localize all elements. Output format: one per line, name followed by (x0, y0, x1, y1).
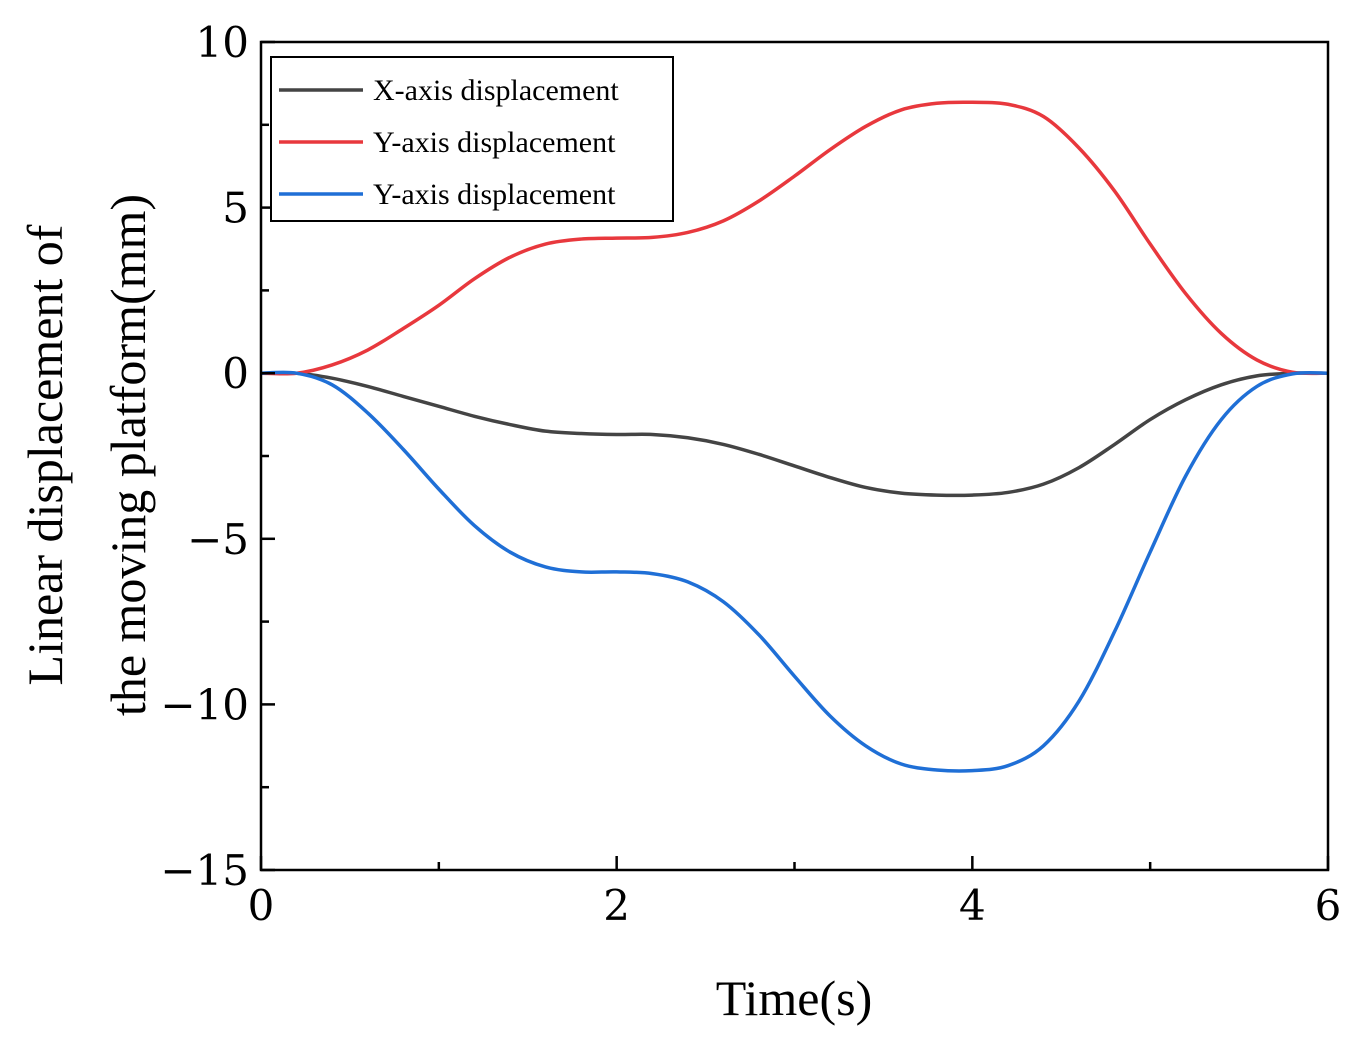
y-axis-title: Linear displacement of the moving platfo… (17, 194, 156, 716)
y-tick-label: −15 (160, 846, 249, 895)
y-axis-title-line2: the moving platform(mm) (100, 194, 156, 716)
x-axis-title: Time(s) (716, 970, 873, 1026)
x-tick-label: 6 (1315, 881, 1342, 930)
y-tick-label: 5 (222, 184, 249, 233)
y-tick-label: −5 (187, 515, 249, 564)
series-line-3 (260, 370, 1329, 773)
legend-label-1: X-axis displacement (373, 74, 619, 107)
ticks-layer: 0 2 4 6 −15 −10 −5 0 5 10 (160, 18, 1341, 930)
x-tick-label: 2 (603, 881, 630, 930)
legend: X-axis displacement Y-axis displacement Y-… (270, 56, 674, 222)
y-tick-label: 0 (222, 349, 249, 398)
legend-label-3: Y-axis displacement (373, 178, 616, 211)
y-tick-label: −10 (160, 680, 249, 729)
x-tick-label: 0 (248, 881, 275, 930)
legend-label-2: Y-axis displacement (373, 126, 616, 159)
y-axis-title-line1: Linear displacement of (17, 224, 73, 685)
y-tick-label: 10 (196, 18, 249, 67)
x-tick-label: 4 (959, 881, 986, 930)
series-line-2 (260, 100, 1329, 376)
series-line-1 (260, 371, 1329, 498)
series-layer (260, 100, 1329, 773)
